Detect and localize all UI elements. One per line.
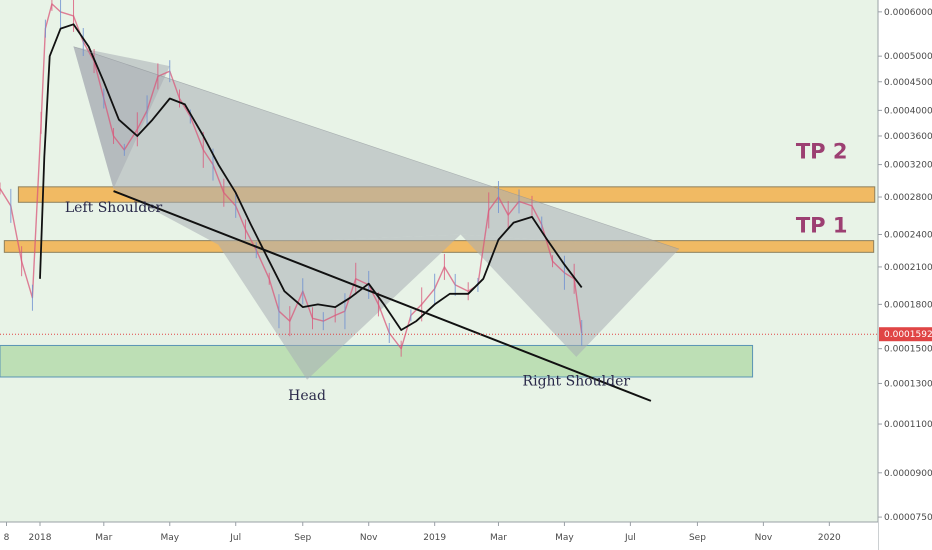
x-tick-label: 2019 (423, 533, 446, 543)
x-tick-label: Mar (490, 533, 507, 543)
y-tick-label: 0.0004000 (884, 106, 932, 116)
x-axis: 8 2018 Mar May Jul Sep Nov 2019 Mar May Jul Sep Nov 2… (4, 522, 841, 543)
y-tick-label: 0.0001300 (884, 379, 932, 389)
right-shoulder-triangle (460, 234, 679, 357)
upper-trendline (73, 46, 680, 250)
x-tick-label: May (555, 533, 574, 543)
moving-average-line (39, 23, 583, 331)
y-tick-label: 0.0006000 (884, 8, 932, 18)
y-tick-label: 0.0003200 (884, 161, 932, 171)
x-tick-label: Nov (755, 533, 773, 543)
last-price-tag (879, 327, 932, 342)
y-tick-label: 0.0001500 (884, 345, 932, 355)
x-tick-label: Sep (689, 533, 706, 543)
y-tick-label: 0.0002800 (884, 193, 932, 203)
x-tick-label: 2020 (818, 533, 841, 543)
neckline (113, 190, 652, 402)
price-series-line (0, 3, 583, 350)
head-triangle (218, 234, 461, 380)
annotation-labels: Left Shoulder Head Right Shoulder TP 2 TP 1 (65, 140, 848, 404)
y-tick-label: 0.0003600 (884, 132, 932, 142)
pattern-label: Head (288, 388, 326, 404)
x-tick-label: Jul (624, 533, 636, 543)
last-price-label: 0.0001592 (884, 330, 932, 340)
left-shoulder-triangle (73, 46, 170, 189)
y-tick-label: 0.0001100 (884, 420, 932, 430)
x-tick-label: Nov (360, 533, 378, 543)
y-tick-label: 0.0000900 (884, 469, 932, 479)
x-tick-label: 8 (4, 533, 10, 543)
y-axis-panel[interactable] (878, 0, 932, 550)
pattern-label: Left Shoulder (65, 200, 163, 216)
x-tick-label: 2018 (29, 533, 52, 543)
y-tick-label: 0.0004500 (884, 78, 932, 88)
y-tick-label: 0.0000750 (884, 513, 932, 523)
x-tick-label: Mar (95, 533, 112, 543)
x-tick-label: May (160, 533, 179, 543)
pattern-label: Right Shoulder (523, 373, 631, 389)
x-tick-label: Sep (294, 533, 311, 543)
y-axis: 0.0006000 0.0005000 0.0004500 0.0004000 0.00… (878, 8, 932, 523)
y-tick-label: 0.0002100 (884, 263, 932, 273)
trend-lines (0, 46, 878, 402)
x-axis-panel[interactable] (0, 522, 878, 550)
y-tick-label: 0.0001800 (884, 300, 932, 310)
x-tick-label: Jul (229, 533, 241, 543)
y-tick-label: 0.0002400 (884, 230, 932, 240)
support-zone (0, 344, 754, 378)
tp-label: TP 2 (796, 140, 848, 164)
series-layer (0, 0, 583, 357)
y-tick-label: 0.0005000 (884, 52, 932, 62)
tp-label: TP 1 (796, 213, 848, 237)
